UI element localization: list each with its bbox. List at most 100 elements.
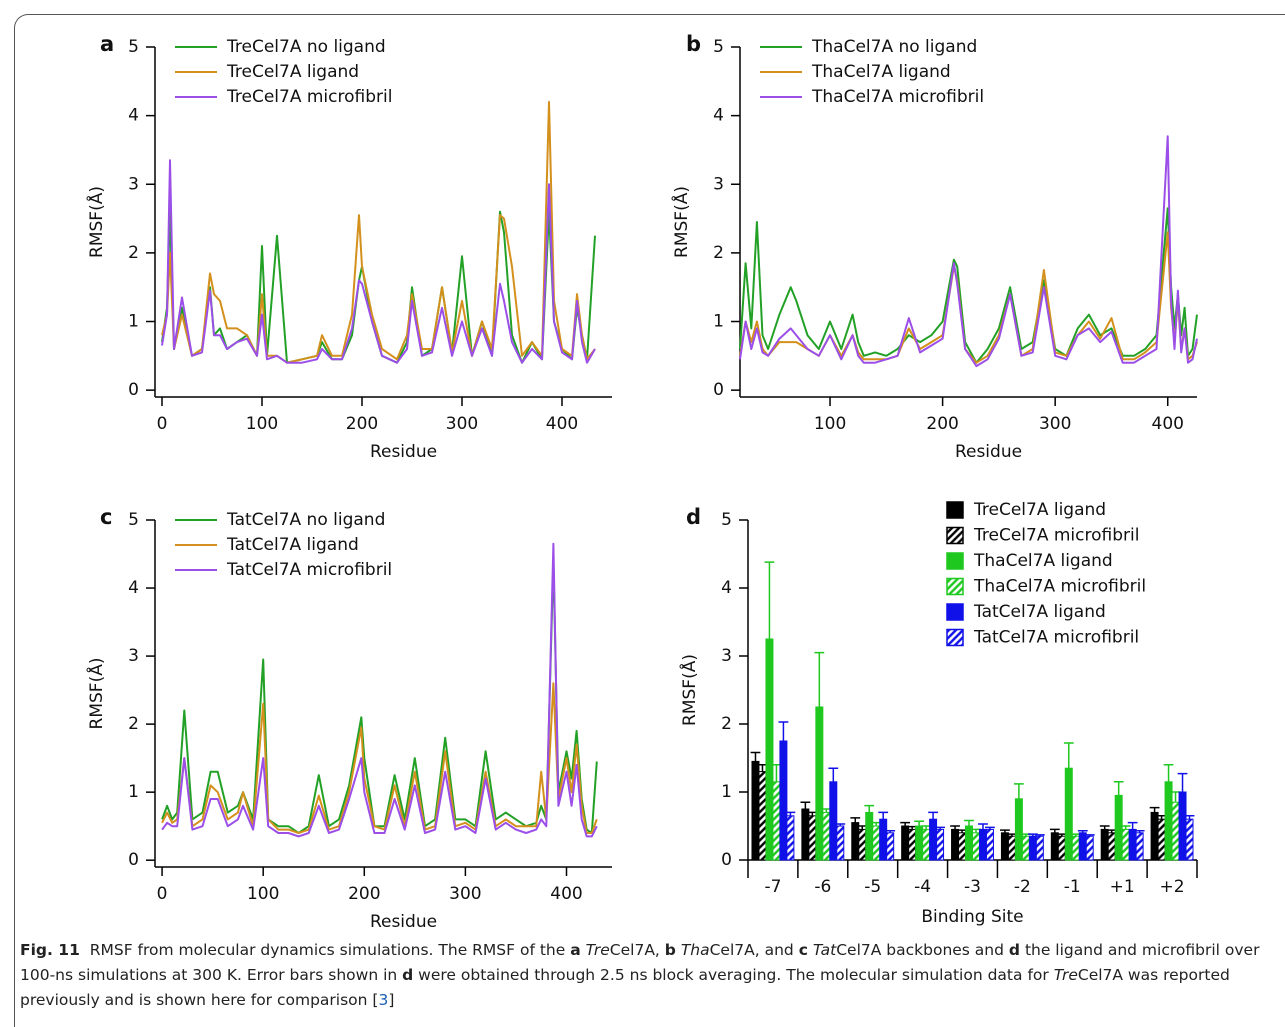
x-tick-label: +2	[1160, 877, 1185, 897]
caption-text: d	[1008, 941, 1021, 959]
y-tick-label: 2	[128, 243, 139, 263]
caption-text: Fig. 11	[20, 941, 80, 959]
y-tick-label: 3	[128, 174, 139, 194]
bar	[1064, 767, 1073, 861]
error-bar	[1163, 764, 1174, 782]
bar	[1035, 835, 1044, 861]
x-tick-label: -4	[914, 877, 931, 897]
caption-text: Tre	[580, 941, 610, 959]
series-line	[739, 207, 1198, 364]
figure-frame	[14, 14, 1285, 1027]
error-bar	[935, 826, 945, 830]
bar	[879, 818, 888, 861]
caption-text: Tat	[807, 941, 837, 959]
caption-text: ]	[388, 991, 395, 1009]
caption-text: Cel7A, and	[709, 941, 799, 959]
bar	[851, 822, 860, 861]
bar	[808, 815, 817, 861]
error-bar	[1177, 772, 1188, 792]
y-tick-label: 1	[128, 312, 139, 332]
x-tick-label: +1	[1110, 877, 1135, 897]
series-line	[161, 159, 596, 364]
series-line	[161, 100, 596, 364]
series-line	[739, 135, 1198, 368]
bar	[985, 828, 994, 861]
bar	[978, 828, 987, 861]
bar	[936, 828, 945, 861]
error-bar	[978, 823, 988, 830]
bar	[836, 825, 845, 861]
caption-text[interactable]: 3	[378, 991, 389, 1009]
error-bar	[928, 811, 938, 820]
error-bar	[1000, 829, 1010, 833]
error-bar	[850, 817, 861, 823]
bar	[965, 825, 974, 861]
bar	[1135, 832, 1144, 861]
error-bar	[864, 804, 875, 813]
bar	[751, 760, 760, 861]
y-tick-label: 3	[713, 174, 724, 194]
series-line	[739, 231, 1198, 364]
bar	[1121, 828, 1130, 861]
error-bar	[750, 751, 761, 762]
y-tick-label: 5	[721, 510, 732, 530]
y-axis-label: RMSF(Å)	[670, 186, 692, 258]
bar	[1150, 811, 1159, 861]
bar	[1171, 801, 1180, 861]
caption-text: the ligand and microfibril over 100-ns s…	[20, 941, 1265, 984]
y-tick-label: 1	[128, 782, 139, 802]
caption-text: Tha	[675, 941, 710, 959]
x-axis-label: Residue	[955, 442, 1022, 462]
y-tick-label: 5	[713, 37, 724, 57]
bar	[779, 740, 788, 861]
y-tick-label: 4	[713, 106, 724, 126]
error-bar	[1149, 806, 1160, 813]
caption-text: RMSF from molecular dynamics simulations…	[79, 941, 571, 959]
legend-swatch	[946, 577, 964, 596]
bar	[1128, 828, 1137, 861]
error-bar	[1120, 825, 1131, 830]
y-tick-label: 2	[721, 714, 732, 734]
bar	[801, 808, 810, 861]
legend-swatch	[946, 552, 964, 570]
error-bar	[785, 811, 796, 816]
legend-label: TreCel7A ligand	[973, 500, 1106, 520]
x-tick-label: -3	[964, 877, 981, 897]
bar	[922, 828, 931, 861]
bar	[886, 832, 895, 861]
bar	[1078, 832, 1087, 861]
x-tick-label: 400	[546, 414, 578, 434]
error-bar	[1113, 781, 1124, 796]
x-tick-label: 200	[346, 414, 378, 434]
bar	[822, 811, 831, 861]
bar	[1085, 835, 1094, 861]
bar	[1014, 798, 1023, 861]
x-tick-label: 100	[247, 884, 279, 904]
error-bar	[885, 830, 896, 833]
legend-label: TatCel7A ligand	[226, 535, 359, 555]
x-tick-label: -6	[814, 877, 831, 897]
x-tick-label: 300	[449, 884, 481, 904]
bar	[1114, 794, 1123, 861]
x-axis-label: Residue	[370, 912, 437, 932]
bar	[858, 828, 867, 861]
legend-label: ThaCel7A microfibril	[973, 577, 1146, 597]
x-axis-label: Binding Site	[921, 907, 1023, 927]
error-bar	[1134, 830, 1145, 833]
bar	[1021, 835, 1030, 861]
legend-swatch	[946, 526, 964, 545]
x-tick-label: -5	[864, 877, 881, 897]
legend-label: TreCel7A microfibril	[973, 526, 1139, 546]
legend-swatch	[946, 603, 964, 621]
error-bar	[764, 561, 775, 639]
error-bar	[828, 767, 839, 782]
legend-label: ThaCel7A ligand	[811, 62, 951, 82]
y-axis-label: RMSF(Å)	[85, 658, 107, 730]
legend-label: TreCel7A ligand	[226, 62, 359, 82]
y-tick-label: 0	[128, 850, 139, 870]
legend-label: TatCel7A microfibril	[226, 560, 392, 580]
x-tick-label: -7	[764, 877, 781, 897]
bar	[1007, 835, 1016, 861]
bar	[1028, 835, 1037, 861]
